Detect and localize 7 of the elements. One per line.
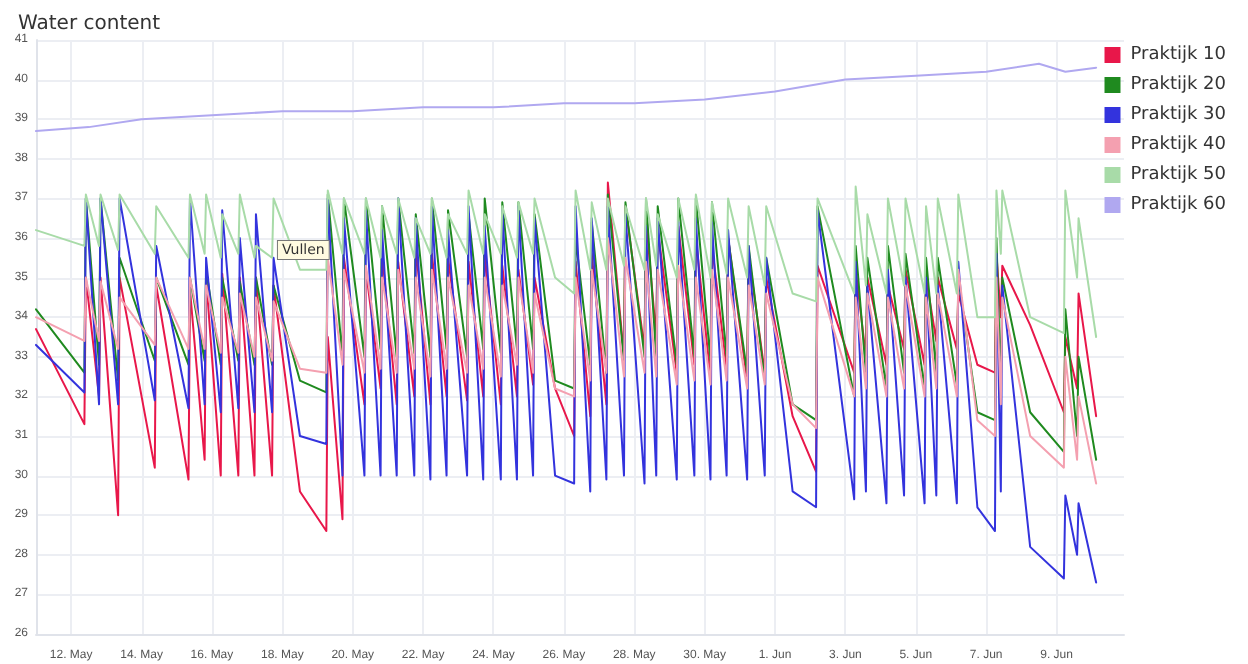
legend-label: Praktijk 10	[1130, 45, 1227, 65]
legend-label: Praktijk 60	[1130, 195, 1227, 215]
legend-label: Praktijk 30	[1130, 105, 1227, 125]
legend-label: Praktijk 40	[1130, 135, 1227, 155]
legend-label: Praktijk 20	[1130, 75, 1227, 95]
legend-label: Praktijk 50	[1130, 165, 1227, 185]
chart-title: Water content	[18, 13, 161, 35]
